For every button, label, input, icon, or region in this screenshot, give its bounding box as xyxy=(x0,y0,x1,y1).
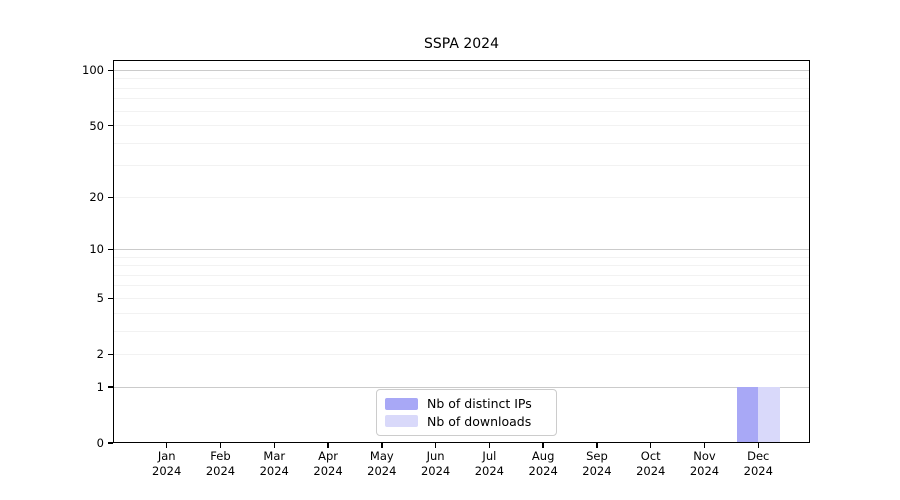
x-tick-month: Apr xyxy=(318,449,338,463)
x-tick-year: 2024 xyxy=(367,463,397,478)
gridline xyxy=(113,312,810,314)
legend-swatch-distinct-ips xyxy=(385,397,418,410)
x-tick-label: Jan 2024 xyxy=(135,449,199,478)
y-tick-label: 1 xyxy=(96,380,104,395)
x-tick-month: May xyxy=(369,449,394,463)
x-tick-label: Aug 2024 xyxy=(511,449,575,478)
x-tick-year: 2024 xyxy=(582,463,612,478)
x-tick-label: Nov 2024 xyxy=(673,449,737,478)
x-tick-month: Jan xyxy=(157,449,176,463)
x-tick-month: Sep xyxy=(586,449,608,463)
x-tick-label: May 2024 xyxy=(350,449,414,478)
x-tick-label: Apr 2024 xyxy=(296,449,360,478)
x-tick-mark xyxy=(703,443,706,448)
x-tick-month: Aug xyxy=(531,449,555,463)
x-tick-year: 2024 xyxy=(743,463,773,478)
gridline xyxy=(113,285,810,287)
y-tick-label: 100 xyxy=(82,63,104,78)
x-tick-label: Jul 2024 xyxy=(457,449,521,478)
x-tick-month: Dec xyxy=(747,449,770,463)
gridline xyxy=(113,87,810,89)
x-tick-month: Oct xyxy=(640,449,661,463)
x-tick-mark xyxy=(596,443,598,448)
x-tick-label: Sep 2024 xyxy=(565,449,629,478)
x-tick-mark xyxy=(434,443,437,448)
y-tick-mark xyxy=(108,297,113,300)
y-tick-mark xyxy=(108,353,113,355)
y-tick-mark xyxy=(108,124,113,127)
x-tick-year: 2024 xyxy=(313,463,343,478)
gridline xyxy=(113,274,810,276)
x-tick-label: Jun 2024 xyxy=(404,449,468,478)
x-tick-mark xyxy=(273,443,275,448)
x-tick-year: 2024 xyxy=(474,463,505,478)
legend-label-distinct-ips: Nb of distinct IPs xyxy=(427,396,532,412)
legend: Nb of distinct IPs Nb of downloads xyxy=(376,389,557,436)
x-tick-mark xyxy=(488,443,491,448)
bar-distinct-ips-dec xyxy=(736,387,759,443)
x-tick-month: Jul xyxy=(482,449,497,463)
y-tick-mark xyxy=(108,442,113,444)
x-tick-month: Feb xyxy=(210,449,231,463)
x-tick-label: Dec 2024 xyxy=(726,449,790,478)
x-tick-year: 2024 xyxy=(420,463,451,478)
x-tick-label: Mar 2024 xyxy=(242,449,306,478)
gridline xyxy=(113,142,810,144)
chart-title: SSPA 2024 xyxy=(424,36,499,52)
y-tick-label: 2 xyxy=(96,347,104,362)
legend-label-downloads: Nb of downloads xyxy=(427,413,532,429)
x-tick-mark xyxy=(650,443,652,448)
x-tick-mark xyxy=(757,443,759,448)
x-tick-mark xyxy=(166,443,168,448)
x-tick-year: 2024 xyxy=(689,463,720,478)
x-tick-mark xyxy=(542,443,544,448)
gridline xyxy=(113,110,810,112)
bar-downloads-dec xyxy=(758,387,780,443)
y-tick-label: 5 xyxy=(96,291,104,306)
gridline xyxy=(113,69,810,71)
x-tick-year: 2024 xyxy=(205,463,236,478)
x-tick-month: Mar xyxy=(263,449,286,463)
y-tick-mark xyxy=(108,386,113,388)
gridline xyxy=(113,98,810,100)
x-tick-year: 2024 xyxy=(528,463,558,478)
y-tick-label: 50 xyxy=(89,118,104,133)
plot-area xyxy=(113,60,810,443)
y-tick-mark xyxy=(108,69,113,72)
gridline xyxy=(113,330,810,332)
y-tick-label: 10 xyxy=(89,242,104,257)
gridline xyxy=(113,125,810,127)
x-tick-year: 2024 xyxy=(152,463,182,478)
gridline xyxy=(113,256,810,258)
legend-item-downloads: Nb of downloads xyxy=(385,414,547,429)
x-tick-year: 2024 xyxy=(636,463,666,478)
gridline xyxy=(113,353,810,355)
y-tick-label: 0 xyxy=(96,436,104,450)
x-tick-label: Feb 2024 xyxy=(188,449,252,478)
x-tick-mark xyxy=(327,443,329,448)
gridline xyxy=(113,165,810,167)
gridline xyxy=(113,248,810,250)
x-tick-mark xyxy=(219,443,222,448)
gridline xyxy=(113,196,810,198)
legend-swatch-downloads xyxy=(385,415,418,428)
gridline xyxy=(113,265,810,267)
x-tick-month: Jun xyxy=(426,449,445,463)
gridline xyxy=(113,386,810,388)
y-tick-mark xyxy=(108,248,113,251)
x-tick-mark xyxy=(381,443,383,448)
x-tick-year: 2024 xyxy=(259,463,289,478)
gridline xyxy=(113,78,810,80)
x-tick-month: Nov xyxy=(693,449,716,463)
gridline xyxy=(113,297,810,299)
legend-item-distinct-ips: Nb of distinct IPs xyxy=(385,396,547,411)
y-tick-mark xyxy=(108,196,113,198)
x-tick-label: Oct 2024 xyxy=(619,449,683,478)
y-tick-label: 20 xyxy=(89,190,104,205)
